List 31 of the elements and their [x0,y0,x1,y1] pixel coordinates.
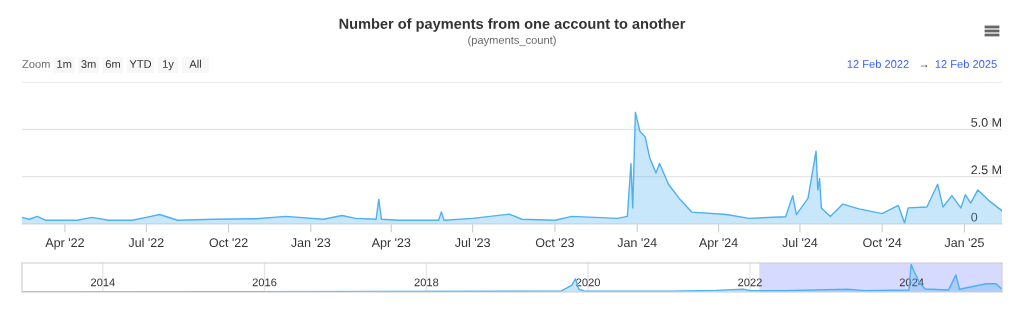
chart-subtitle: (payments_count) [468,35,556,47]
x-tick-label: Jan '23 [291,238,331,248]
text: 1y [162,60,174,71]
text: 6m [105,60,120,68]
text: 12 Feb 2025 [935,59,997,68]
y-tick-label: 5.0 M [971,118,1001,127]
chart-title: Number of payments from one account to another [339,18,686,32]
x-tick-label: Apr '22 [45,238,84,250]
x-tick-label: 2018 [414,278,439,287]
x-tick-label: Oct '23 [535,238,574,248]
x-tick-label: Jan '25 [944,238,984,248]
x-tick-label: 2016 [252,278,277,287]
x-tick-label: Apr '23 [371,238,411,250]
x-tick-label: Oct '24 [863,238,902,248]
x-tick-label: Jul '23 [454,237,490,248]
text: 1m [57,60,72,68]
text: 12 Feb 2022 [847,59,909,68]
text: 3m [81,60,96,68]
x-tick-label: Jul '24 [782,237,818,248]
y-tick-label: 2.5 M [971,165,1001,175]
text: All [189,59,201,68]
x-tick-label: Jan '24 [617,238,657,248]
text: Zoom [22,60,50,68]
x-tick-label: 2014 [91,278,115,287]
x-tick-label: 2022 [738,278,762,287]
x-tick-label: Apr '24 [698,238,738,250]
x-tick-label: Oct '22 [209,238,248,248]
x-tick-label: Jul '22 [128,237,164,248]
text: YTD [129,60,152,68]
y-tick-label: 0 [971,212,978,222]
text: → [920,64,928,68]
